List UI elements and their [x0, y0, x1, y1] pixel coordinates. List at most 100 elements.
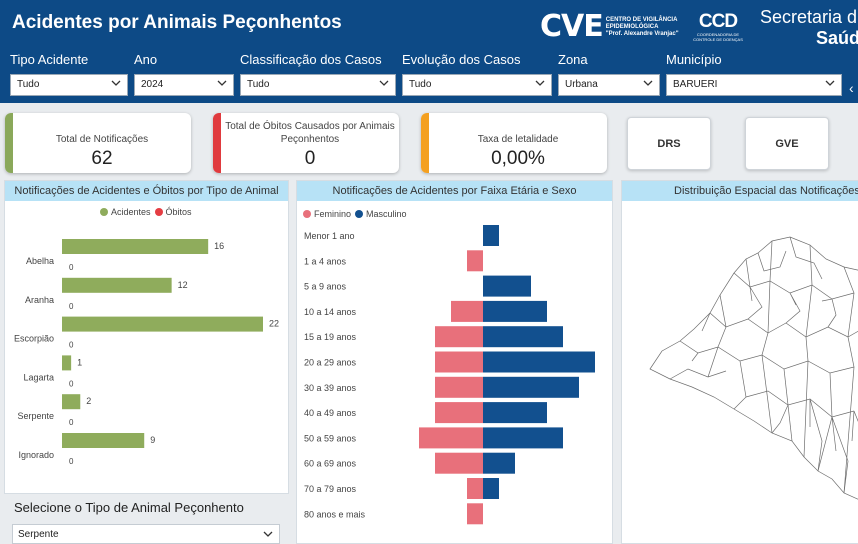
kpi-label: Total de Notificações: [55, 134, 149, 145]
age-group-label: 20 a 29 anos: [304, 358, 357, 368]
kpi-value: 0,00%: [491, 148, 545, 169]
age-group-label: 30 a 39 anos: [304, 383, 357, 393]
gve-button[interactable]: GVE: [745, 117, 829, 170]
kpi-total-obitos: Total de Óbitos Causados por Animais Peç…: [213, 113, 399, 173]
filter-ano: Ano 2024: [134, 52, 234, 96]
age-group-label: 60 a 69 anos: [304, 459, 357, 469]
page-title: Acidentes por Animais Peçonhentos: [12, 12, 342, 33]
masculino-bar: [483, 326, 563, 348]
feminino-bar: [435, 376, 483, 398]
chart-legend: Acidentes Óbitos: [100, 207, 196, 217]
category-label: Aranha: [25, 295, 54, 305]
chevron-down-icon: [111, 80, 121, 86]
chevron-down-icon: [217, 80, 227, 86]
ccd-logo-text: COORDENADORIA DE CONTROLE DE DOENÇAS: [693, 32, 743, 42]
tipo-acidente-dropdown[interactable]: Tudo: [10, 74, 128, 96]
chevron-down-icon: [263, 531, 273, 537]
category-label: Escorpião: [14, 334, 54, 344]
filter-label: Zona: [558, 52, 588, 67]
legend-item-obitos: Óbitos: [154, 207, 192, 217]
masculino-bar: [483, 300, 547, 322]
age-pyramid-chart: Menor 1 ano 1 a 4 anos 5 a 9 anos 10 a 14 a…: [304, 225, 595, 525]
masculino-bar: [483, 225, 499, 246]
legend-dot: [303, 210, 311, 218]
feminino-bar: [467, 478, 483, 499]
kpi-label: Taxa de letalidade: [477, 134, 559, 145]
feminino-bar: [451, 300, 483, 322]
feminino-bar: [419, 427, 483, 449]
masculino-bar: [483, 275, 531, 297]
classificacao-dropdown[interactable]: Tudo: [240, 74, 396, 96]
masculino-bar: [483, 376, 579, 398]
legend-item-masculino: Masculino: [355, 209, 407, 219]
filter-zona: Zona Urbana: [558, 52, 660, 96]
feminino-bar: [467, 503, 483, 525]
data-label: 0: [69, 341, 74, 350]
age-group-label: 1 a 4 anos: [304, 256, 347, 266]
chevron-down-icon: [643, 80, 653, 86]
filter-label: Tipo Acidente: [10, 52, 89, 67]
ccd-logo-mark: CCD: [698, 11, 738, 32]
masculino-bar: [483, 478, 499, 499]
chevron-down-icon: [379, 80, 389, 86]
kpi-label: Total de Óbitos Causados por Animais Peç…: [225, 121, 395, 145]
data-label: 22: [269, 319, 279, 329]
feminino-bar: [435, 452, 483, 474]
panel-title: Distribuição Espacial das Notificações d…: [622, 181, 858, 201]
filter-label: Classificação dos Casos: [240, 52, 382, 67]
sao-paulo-municipality-map[interactable]: [622, 201, 858, 544]
masculino-bar: [483, 351, 595, 373]
legend-item-acidentes: Acidentes: [100, 207, 151, 217]
data-label: 0: [69, 418, 74, 427]
category-label: Ignorado: [18, 450, 54, 460]
acidentes-bar: [62, 355, 72, 371]
kpi-taxa-letalidade: Taxa de letalidade 0,00%: [421, 113, 607, 173]
data-label: 0: [69, 263, 74, 272]
age-group-label: 70 a 79 anos: [304, 484, 357, 494]
filter-tipo-acidente: Tipo Acidente Tudo: [10, 52, 128, 96]
municipio-dropdown[interactable]: BARUERI: [666, 74, 842, 96]
legend-dot: [100, 208, 108, 216]
age-group-label: 80 anos e mais: [304, 509, 366, 519]
data-label: 0: [69, 379, 74, 388]
acidentes-bar: [62, 277, 172, 293]
panel-title: Notificações de Acidentes e Óbitos por T…: [5, 181, 288, 201]
header-bar: Acidentes por Animais Peçonhentos CVE CE…: [0, 0, 858, 103]
cve-logo-text: CENTRO DE VIGILÂNCIA EPIDEMIOLÓGICA "Pro…: [605, 16, 679, 37]
feminino-bar: [435, 326, 483, 348]
chevron-down-icon: [535, 80, 545, 86]
acidentes-bar: [62, 316, 263, 332]
zona-dropdown[interactable]: Urbana: [558, 74, 660, 96]
filter-municipio: Município BARUERI: [666, 52, 842, 96]
legend-dot: [154, 208, 163, 216]
filter-classificacao: Classificação dos Casos Tudo: [240, 52, 396, 96]
age-group-label: 10 a 14 anos: [304, 307, 357, 317]
legend-dot: [355, 210, 364, 218]
age-group-label: 15 a 19 anos: [304, 332, 357, 342]
masculino-bar: [483, 402, 547, 424]
cve-logo: CVE CENTRO DE VIGILÂNCIA EPIDEMIOLÓGICA …: [540, 12, 679, 42]
masculino-bar: [483, 427, 563, 449]
age-chart-panel: Notificações de Acidentes por Faixa Etár…: [296, 180, 613, 544]
category-label: Lagarta: [23, 372, 54, 382]
data-label: 16: [214, 241, 224, 251]
ano-dropdown[interactable]: 2024: [134, 74, 234, 96]
data-label: 12: [178, 280, 188, 290]
chart-legend: Feminino Masculino: [303, 209, 411, 219]
masculino-bar: [483, 452, 515, 474]
category-label: Abelha: [26, 256, 54, 266]
filter-label: Evolução dos Casos: [402, 52, 521, 67]
chevron-left-icon[interactable]: ‹: [849, 80, 854, 96]
feminino-bar: [435, 402, 483, 424]
animal-type-dropdown[interactable]: Serpente: [12, 524, 280, 544]
filter-label: Município: [666, 52, 722, 67]
kpi-accent-bar: [421, 113, 429, 173]
kpi-total-notificacoes: Total de Notificações 62: [5, 113, 191, 173]
ccd-logo: CCD COORDENADORIA DE CONTROLE DE DOENÇAS: [690, 11, 746, 43]
age-group-label: 5 a 9 anos: [304, 282, 347, 292]
filter-evolucao: Evolução dos Casos Tudo: [402, 52, 552, 96]
chevron-down-icon: [825, 80, 835, 86]
data-label: 9: [150, 435, 155, 445]
drs-button[interactable]: DRS: [627, 117, 711, 170]
evolucao-dropdown[interactable]: Tudo: [402, 74, 552, 96]
